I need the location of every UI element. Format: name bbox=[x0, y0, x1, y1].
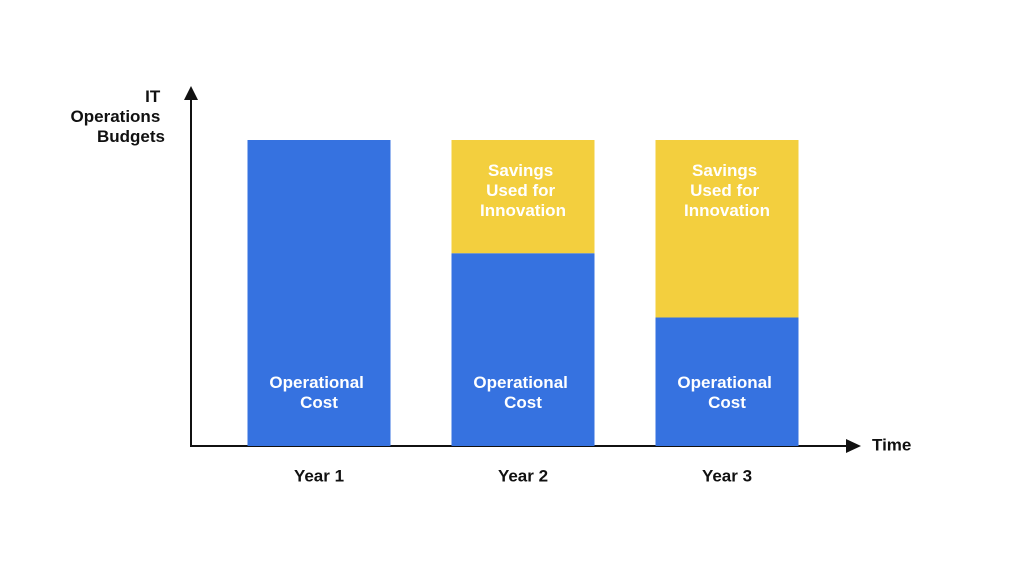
segment-label: Savings Used for Innovation bbox=[480, 161, 566, 220]
bar-segment bbox=[655, 317, 799, 446]
segment-label: Operational Cost bbox=[269, 373, 368, 412]
segment-label: Savings Used for Innovation bbox=[684, 161, 770, 220]
y-axis-title: IT Operations Budgets bbox=[71, 87, 165, 146]
bar-segment bbox=[451, 253, 595, 446]
y-axis-arrow bbox=[184, 86, 198, 100]
x-tick-label: Year 2 bbox=[498, 466, 548, 485]
bar-segment bbox=[451, 140, 595, 254]
x-tick-label: Year 1 bbox=[294, 466, 344, 485]
bar-segment bbox=[655, 140, 799, 318]
x-axis-title: Time bbox=[872, 435, 911, 454]
bar-segment bbox=[247, 140, 391, 446]
segment-label: Operational Cost bbox=[677, 373, 776, 412]
x-axis-arrow bbox=[846, 439, 861, 453]
x-tick-label: Year 3 bbox=[702, 466, 752, 485]
segment-label: Operational Cost bbox=[473, 373, 572, 412]
